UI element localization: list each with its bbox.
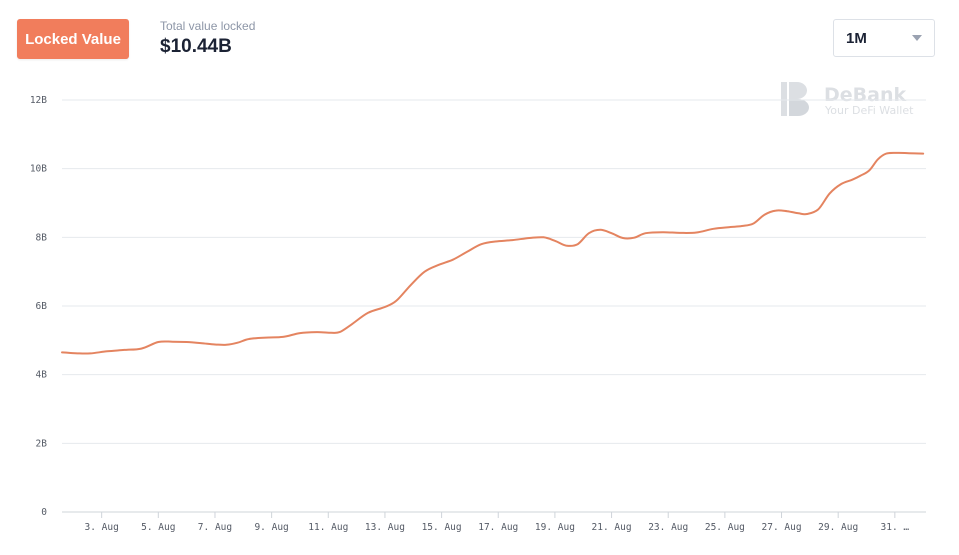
y-tick-label: 6B [36,301,48,312]
locked-value-tab[interactable]: Locked Value [17,19,129,59]
x-tick-label: 31. … [881,522,910,533]
x-tick-label: 19. Aug [535,522,575,533]
watermark-name: DeBank [824,84,906,106]
y-tick-label: 4B [36,370,48,381]
y-tick-label: 0 [41,507,47,518]
x-tick-label: 13. Aug [365,522,405,533]
watermark-tagline: Your DeFi Wallet [824,104,914,117]
x-tick-label: 17. Aug [478,522,518,533]
series-line [61,151,925,355]
time-range-value: 1M [846,29,867,47]
debank-logo-icon [781,82,809,116]
x-tick-label: 5. Aug [141,522,175,533]
x-tick-label: 3. Aug [84,522,118,533]
grid-lines [62,99,926,444]
y-tick-label: 12B [30,95,47,106]
chevron-down-icon [912,35,922,41]
x-tick-label: 25. Aug [705,522,745,533]
tvl-value: $10.44B [160,36,232,57]
x-tick-label: 15. Aug [422,522,462,533]
x-axis: 3. Aug 5. Aug 7. Aug 9. Aug 11. Aug 13. Aug 15… [62,511,926,533]
tvl-label: Total value locked [160,19,256,33]
x-tick-label: 21. Aug [592,522,632,533]
y-tick-label: 8B [36,232,48,243]
x-tick-label: 23. Aug [648,522,688,533]
x-tick-label: 11. Aug [308,522,348,533]
x-tick-label: 7. Aug [198,522,232,533]
y-tick-label: 2B [36,438,48,449]
x-tick-label: 9. Aug [254,522,288,533]
y-tick-label: 10B [30,164,47,175]
x-tick-label: 29. Aug [818,522,858,533]
y-axis: 0 2B 4B 6B 8B 10B 12B [30,95,47,518]
x-tick-label: 27. Aug [762,522,802,533]
time-range-select[interactable]: 1M [833,19,935,57]
tvl-summary: Total value locked $10.44B [160,19,255,58]
